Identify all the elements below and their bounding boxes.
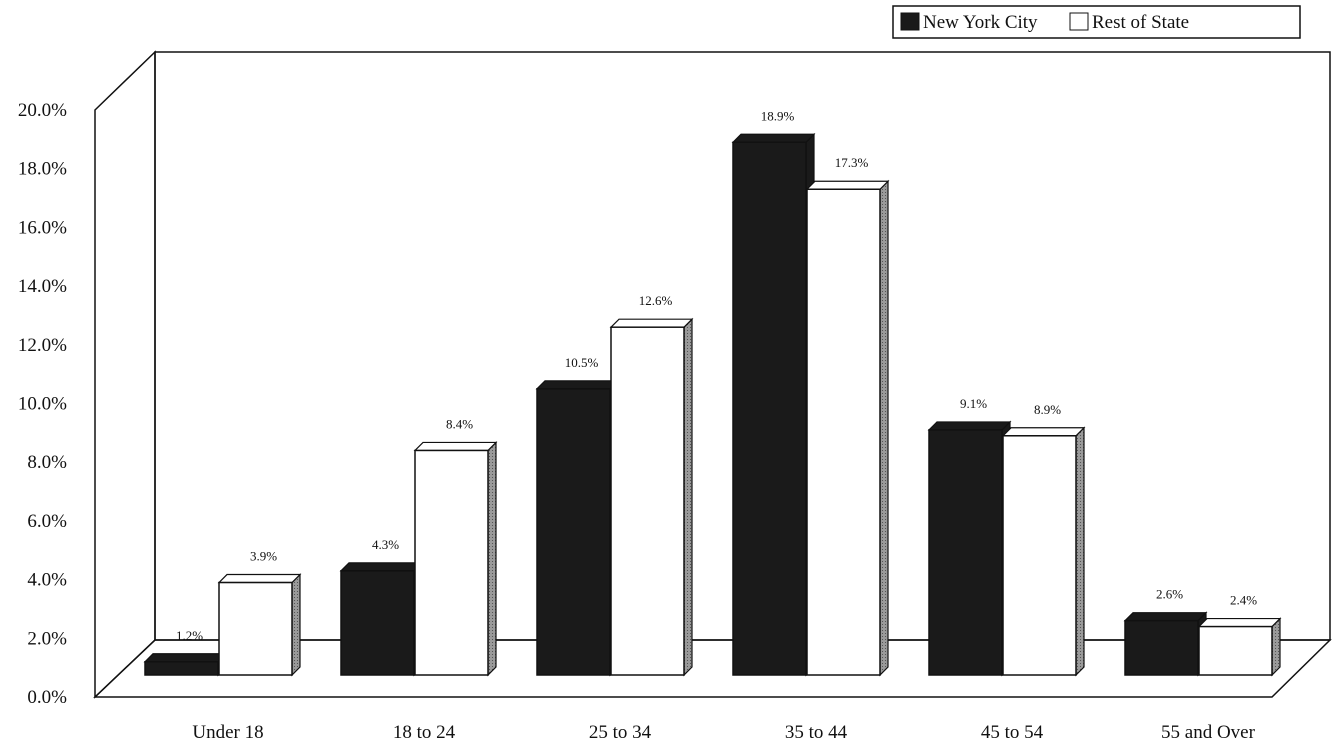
- bar-side-face: [1075, 426, 1085, 677]
- left-wall: [94, 50, 156, 699]
- y-tick-label: 20.0%: [18, 100, 67, 121]
- bar: [927, 420, 1012, 677]
- y-axis-ticks: 0.0% 2.0% 4.0% 6.0% 8.0% 10.0% 12.0% 14.0% 16.0%…: [18, 100, 67, 708]
- y-tick-label: 14.0%: [18, 276, 67, 297]
- data-label: 8.4%: [446, 416, 473, 431]
- bar: [1197, 617, 1282, 677]
- legend-swatch-rest-of-state: [1069, 12, 1089, 31]
- bar-top-face: [339, 562, 424, 572]
- x-category-label: 35 to 44: [785, 722, 848, 743]
- bar-top-face: [217, 573, 302, 584]
- bar-front-face: [144, 661, 219, 676]
- data-label: 4.3%: [372, 537, 399, 552]
- y-tick-label: 16.0%: [18, 217, 67, 238]
- bar-front-face: [610, 326, 685, 676]
- data-label: 2.4%: [1230, 593, 1257, 608]
- bar-side-face: [291, 573, 301, 677]
- bar-top-face: [413, 441, 498, 452]
- bars: [143, 132, 1282, 677]
- bar-front-face: [1002, 435, 1077, 676]
- bar-top-face: [535, 380, 620, 390]
- legend-box: [892, 5, 1301, 39]
- legend-swatch-new-york-city: [900, 12, 920, 31]
- chart-frame: [93, 50, 1332, 699]
- y-tick-label: 8.0%: [27, 452, 67, 473]
- bar-top-face: [1001, 427, 1086, 437]
- bar-top-face: [1123, 612, 1208, 622]
- data-label: 17.3%: [835, 155, 869, 170]
- bar-top-face: [927, 421, 1012, 431]
- x-category-label: 25 to 34: [589, 722, 652, 743]
- bar: [339, 561, 424, 677]
- bar-top-face: [731, 133, 816, 143]
- bar-side-face: [487, 441, 497, 677]
- x-axis-categories: Under 18 18 to 24 25 to 34 35 to 44 45 to 54…: [192, 722, 1255, 743]
- data-label: 18.9%: [761, 108, 795, 123]
- data-label: 10.5%: [565, 355, 599, 370]
- bar-side-face: [879, 179, 889, 677]
- bar-top-face: [805, 180, 890, 190]
- bar-top-face: [609, 318, 694, 328]
- data-label: 8.9%: [1034, 402, 1061, 417]
- bar: [217, 573, 302, 677]
- legend-label-rest-of-state: Rest of State: [1092, 12, 1189, 33]
- y-tick-label: 18.0%: [18, 159, 67, 180]
- data-label: 12.6%: [639, 293, 673, 308]
- bar: [731, 132, 816, 677]
- legend: New York City Rest of State: [892, 5, 1301, 39]
- data-labels: 1.2% 3.9% 4.3% 8.4% 10.5% 12.6% 18.9% 17.3% 9.1%…: [176, 108, 1257, 642]
- bar-front-face: [536, 388, 611, 676]
- bar: [1001, 426, 1086, 677]
- bar-top-face: [143, 653, 228, 663]
- data-label: 9.1%: [960, 396, 987, 411]
- x-category-label: 18 to 24: [393, 722, 456, 743]
- y-tick-label: 10.0%: [18, 394, 67, 415]
- bar: [535, 379, 620, 677]
- bar: [609, 317, 694, 677]
- data-label: 2.6%: [1156, 587, 1183, 602]
- bar: [413, 441, 498, 677]
- data-label: 1.2%: [176, 628, 203, 643]
- bar-front-face: [1198, 625, 1273, 676]
- x-category-label: Under 18: [192, 722, 263, 743]
- bar-top-face: [1197, 617, 1282, 628]
- x-category-label: 45 to 54: [981, 722, 1044, 743]
- bar: [143, 652, 228, 677]
- bar-front-face: [806, 188, 881, 676]
- bar-side-face: [683, 317, 693, 677]
- bar-front-face: [928, 429, 1003, 676]
- y-tick-label: 0.0%: [27, 687, 67, 708]
- bar-front-face: [1124, 619, 1199, 676]
- bar-front-face: [218, 581, 293, 676]
- y-tick-label: 6.0%: [27, 511, 67, 532]
- legend-label-new-york-city: New York City: [923, 12, 1038, 33]
- y-tick-label: 12.0%: [18, 335, 67, 356]
- bar-front-face: [732, 141, 807, 676]
- bar-side-face: [1271, 617, 1281, 677]
- bar: [1123, 611, 1208, 677]
- y-tick-label: 4.0%: [27, 570, 67, 591]
- bar-front-face: [414, 449, 489, 676]
- x-category-label: 55 and Over: [1161, 722, 1256, 743]
- bar-front-face: [340, 570, 415, 676]
- data-label: 3.9%: [250, 549, 277, 564]
- y-tick-label: 2.0%: [27, 628, 67, 649]
- bar: [805, 179, 890, 677]
- floor: [93, 639, 1332, 698]
